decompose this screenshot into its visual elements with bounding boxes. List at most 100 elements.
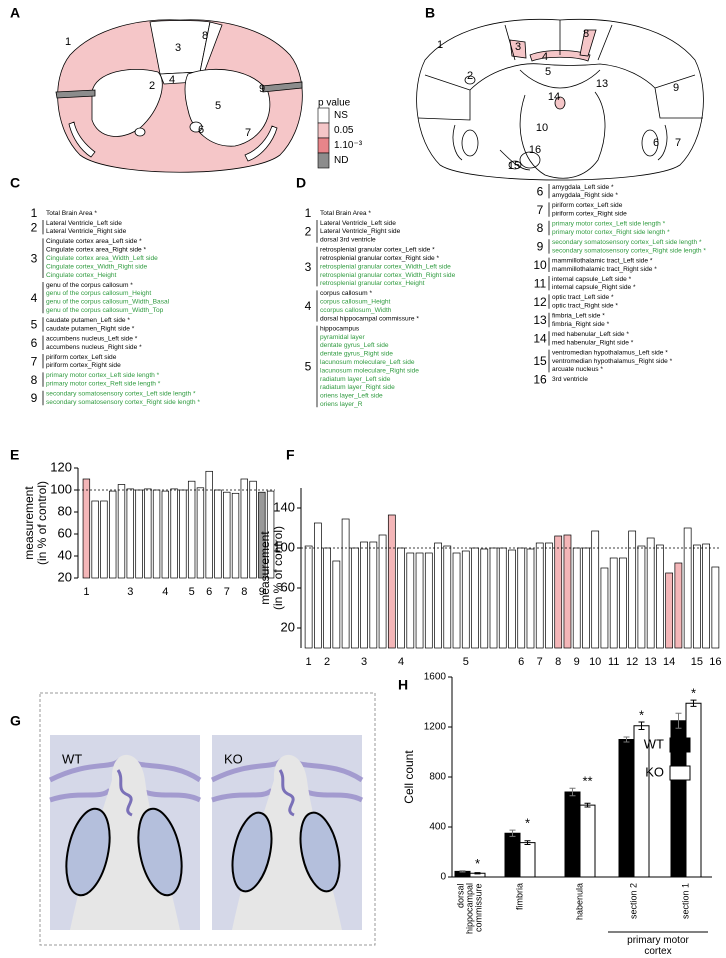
list-item: secondary somatosensory cortex_Left side… (552, 239, 702, 246)
bar (498, 547, 507, 649)
bar (161, 490, 170, 579)
list-number: 3 (305, 260, 312, 274)
list-item: Lateral Ventricle_Left side (46, 220, 122, 227)
list-item: Cingulate cortex area_Width_Left side (46, 255, 158, 262)
list-item: primary motor cortex_Left side length * (46, 372, 160, 379)
bar (564, 791, 581, 878)
category-group-label: primary motor cortex (627, 935, 689, 957)
bar (628, 530, 637, 649)
bar (618, 739, 635, 878)
region-number: 1 (437, 39, 443, 51)
bar (387, 514, 396, 649)
bar (240, 478, 248, 579)
bar (517, 547, 526, 649)
bar (443, 545, 452, 649)
bar (397, 547, 405, 649)
bar (369, 541, 378, 649)
legend-label: NS (334, 110, 348, 121)
list-number: 13 (533, 313, 547, 327)
list-item: Cingulate cortex_Height (46, 272, 117, 279)
panel-label: H (398, 677, 408, 693)
bar (519, 842, 536, 878)
bar (508, 549, 516, 649)
list-item: genu of the corpus callosum_Width_Top (46, 307, 164, 314)
y-axis-label: (in % of control) (271, 526, 285, 610)
error-bar (459, 870, 466, 873)
bar (674, 562, 683, 649)
region-number: 5 (545, 66, 551, 78)
list-item: retrosplenial granular cortex_Width_Righ… (320, 272, 456, 279)
bar (600, 567, 609, 649)
region-number: 3 (175, 42, 181, 54)
list-item: hippocampus (320, 325, 360, 332)
y-tick-label: 400 (429, 822, 446, 833)
bar (91, 500, 99, 579)
list-item: dentate gyrus_Right side (320, 351, 393, 358)
region-number: 8 (583, 28, 589, 40)
x-tick-label: 1 (306, 656, 312, 668)
list-item: Cingulate cortex area_Left side * (46, 238, 142, 245)
list-number: 9 (537, 240, 544, 254)
y-tick-label: 80 (58, 503, 72, 518)
list-item: Lateral Ventricle_Left side (320, 220, 396, 227)
bar (117, 484, 126, 579)
list-number: 15 (533, 354, 547, 368)
list-number: 2 (305, 225, 312, 239)
bar (187, 480, 196, 579)
region-number: 2 (149, 80, 155, 92)
bar (563, 534, 572, 649)
list-item: med habenular_Right side * (552, 339, 634, 346)
list-item: amygdala_Left side * (552, 184, 614, 191)
region-number: 9 (673, 82, 679, 94)
list-item: primary motor cortex_Reft side length * (46, 381, 161, 388)
y-tick-label: 100 (50, 481, 72, 496)
list-number: 2 (31, 220, 38, 234)
region-number: 7 (245, 127, 251, 139)
legend-label: ND (334, 155, 348, 166)
list-item: accumbens nucleus_Right side * (46, 344, 142, 351)
x-tick-label: 2 (324, 656, 330, 668)
bar (266, 490, 275, 579)
x-tick-label: 3 (361, 656, 367, 668)
legend-swatch (317, 122, 330, 139)
x-tick-label: 4 (162, 586, 168, 598)
list-item: 3rd ventricle (552, 376, 588, 383)
x-tick-label: 9 (259, 586, 265, 598)
x-tick-label: 12 (626, 656, 638, 668)
bar (100, 500, 108, 579)
y-tick-label: 1200 (424, 722, 447, 733)
bar (656, 544, 664, 649)
legend-label: 0.05 (334, 125, 354, 136)
list-number: 7 (31, 354, 38, 368)
x-tick-label: 8 (241, 586, 247, 598)
list-item: piriform cortex_Right side (46, 362, 121, 369)
bar (258, 491, 266, 579)
bar (619, 557, 627, 649)
bar (711, 566, 720, 649)
list-number: 4 (305, 299, 312, 313)
significance: * (639, 707, 644, 722)
region-number: 16 (529, 144, 541, 156)
list-number: 6 (31, 336, 38, 350)
list-item: piriform cortex_Right side (552, 211, 627, 218)
list-item: dorsal 3rd ventricle (320, 237, 376, 244)
list-item: piriform cortex_Left side (46, 354, 117, 361)
list-number: 5 (305, 360, 312, 374)
bar (591, 530, 600, 649)
region-number: 7 (675, 137, 681, 149)
list-item: retrosplenial granular cortex_Width_Left… (320, 263, 451, 270)
list-number: 8 (537, 221, 544, 235)
error-bar (584, 802, 591, 808)
bar (135, 489, 143, 579)
x-tick-label: 16 (709, 656, 721, 668)
list-item: retrosplenial granular cortex_Right side… (320, 255, 440, 262)
error-bar (569, 787, 576, 797)
bar (314, 522, 322, 649)
list-item: retrosplenial granular cortex_Left side … (320, 247, 435, 254)
list-item: secondary somatosensory cortex_Right sid… (552, 247, 706, 254)
panel-label: G (10, 713, 21, 729)
bar (535, 542, 544, 649)
list-item: amygdala_Right side * (552, 192, 618, 199)
list-item: caudate putamen_Left side * (46, 317, 130, 324)
